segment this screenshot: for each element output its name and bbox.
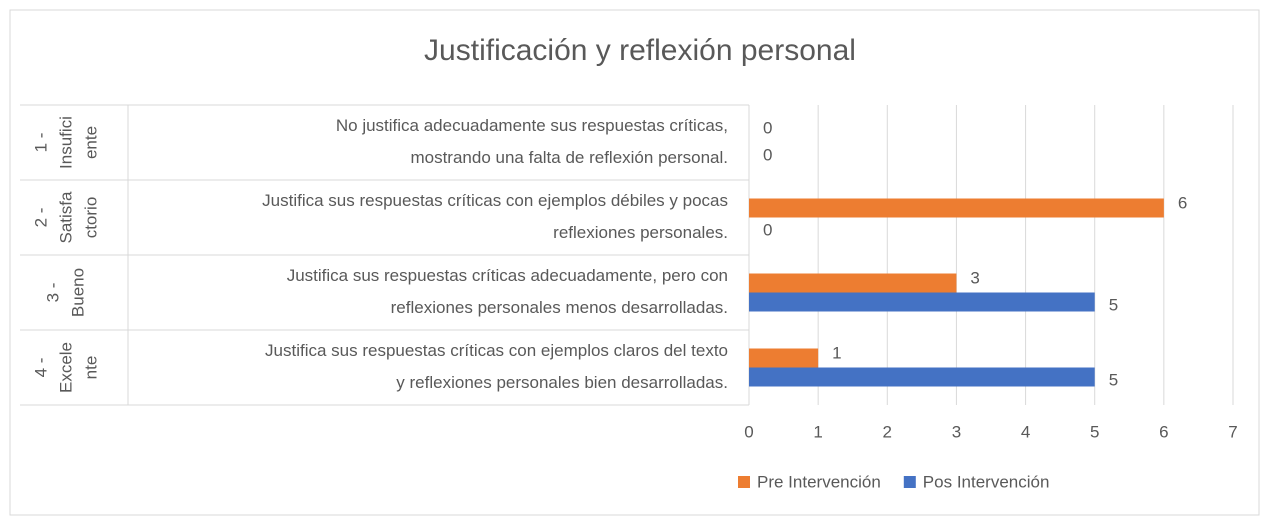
group-label: Excele	[56, 342, 75, 393]
category-label: reflexiones personales.	[553, 223, 728, 242]
group-label: ctorio	[81, 197, 100, 239]
category-label: y reflexiones personales bien desarrolla…	[396, 373, 728, 392]
data-label: 6	[1178, 193, 1187, 212]
category-label: Justifica sus respuestas críticas con ej…	[265, 341, 728, 360]
group-label: 3 -	[43, 283, 62, 303]
group-label: Satisfa	[56, 191, 75, 244]
x-tick-label: 0	[744, 422, 753, 441]
group-label: 4 -	[31, 358, 50, 378]
x-tick-label: 3	[952, 422, 961, 441]
group-label: nte	[81, 356, 100, 380]
bar	[749, 198, 1164, 218]
data-label: 0	[763, 118, 772, 137]
x-tick-label: 6	[1159, 422, 1168, 441]
legend-swatch	[903, 476, 916, 488]
x-tick-label: 1	[813, 422, 822, 441]
data-label: 3	[970, 268, 979, 287]
legend-swatch	[738, 476, 750, 488]
x-tick-label: 4	[1021, 422, 1030, 441]
chart-border	[9, 9, 1260, 516]
bar	[749, 348, 819, 368]
group-label: ente	[81, 126, 100, 159]
bar	[749, 292, 1095, 312]
bar	[749, 273, 957, 293]
x-tick-label: 7	[1228, 422, 1237, 441]
group-label: 2 -	[31, 208, 50, 228]
data-label: 5	[1109, 370, 1118, 389]
data-label: 1	[832, 343, 841, 362]
data-label: 0	[763, 220, 772, 239]
x-tick-label: 5	[1090, 422, 1099, 441]
legend-label: Pos Intervención	[923, 472, 1050, 491]
bar	[749, 367, 1095, 387]
category-label: reflexiones personales menos desarrollad…	[391, 298, 728, 317]
category-label: mostrando una falta de reflexión persona…	[410, 148, 728, 167]
x-tick-label: 2	[883, 422, 892, 441]
category-label: Justifica sus respuestas críticas con ej…	[262, 191, 728, 210]
legend-label: Pre Intervención	[757, 472, 881, 491]
group-label: Insufici	[56, 116, 75, 169]
data-label: 5	[1109, 295, 1118, 314]
group-label: 1 -	[31, 133, 50, 153]
category-label: No justifica adecuadamente sus respuesta…	[336, 116, 728, 135]
data-label: 0	[763, 145, 772, 164]
category-label: Justifica sus respuestas críticas adecua…	[287, 266, 728, 285]
group-label: Bueno	[68, 268, 87, 317]
chart-title: Justificación y reflexión personal	[424, 34, 856, 67]
